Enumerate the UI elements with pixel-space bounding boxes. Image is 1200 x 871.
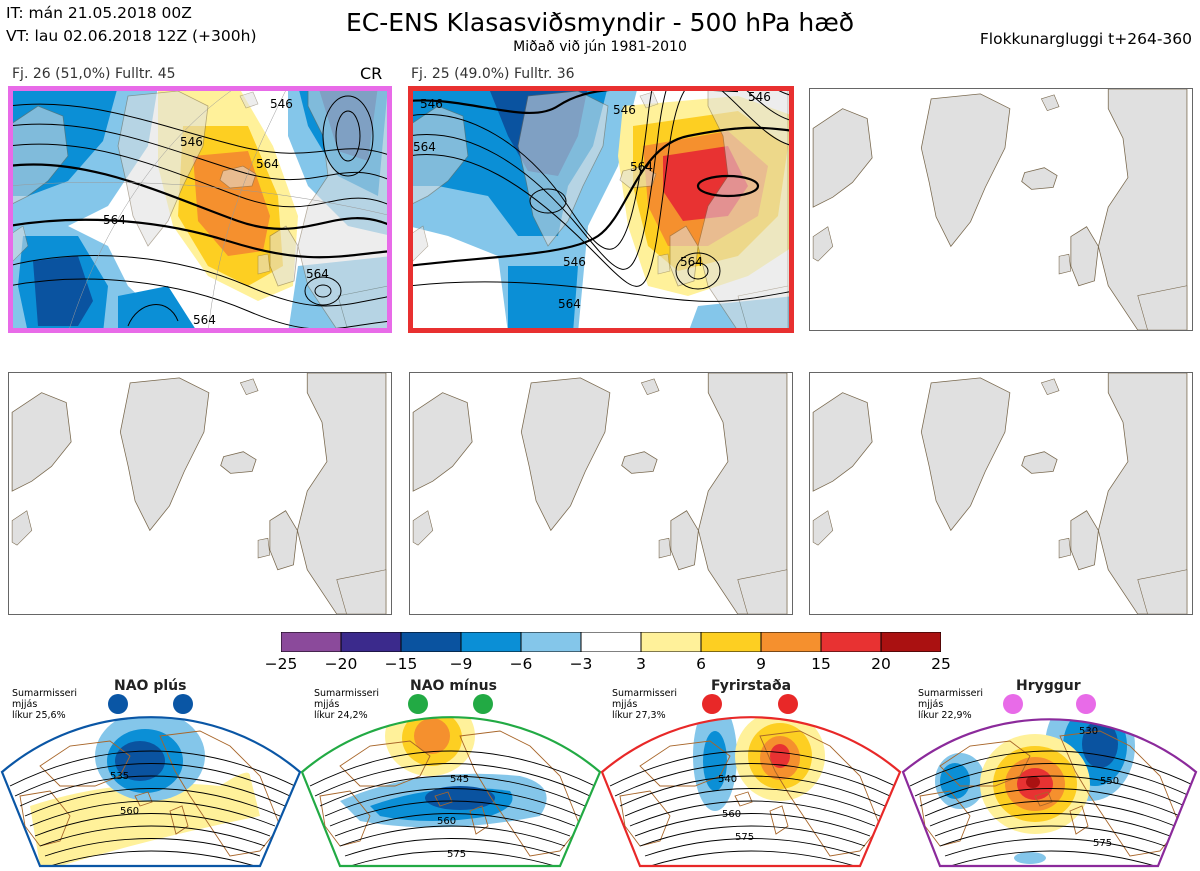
regime-2-contour-label: 560 bbox=[437, 816, 456, 827]
regime-2-smooth: mjjás bbox=[314, 699, 340, 710]
cluster-2-contour-label: 564 bbox=[680, 255, 703, 269]
valid-time: VT: lau 02.06.2018 12Z (+300h) bbox=[6, 27, 257, 45]
regime-3-probability: líkur 27,3% bbox=[612, 710, 666, 721]
regime-1-dot bbox=[173, 694, 193, 714]
regime-4-dot bbox=[1003, 694, 1023, 714]
regime-1-dot bbox=[108, 694, 128, 714]
colorbar-tick: −3 bbox=[569, 655, 593, 673]
page-subtitle: Miðað við jún 1981-2010 bbox=[513, 39, 687, 55]
cluster-2-contour-label: 546 bbox=[613, 103, 636, 117]
regime-2-frame bbox=[300, 716, 602, 868]
colorbar-swatch bbox=[520, 632, 582, 652]
regime-3-dot bbox=[702, 694, 722, 714]
cluster-2-contour-label: 546 bbox=[420, 97, 443, 111]
init-time: IT: mán 21.05.2018 00Z bbox=[6, 4, 192, 22]
classification-window: Flokkunargluggi t+264-360 bbox=[979, 30, 1192, 48]
cluster-1-contour-label: 564 bbox=[193, 313, 216, 327]
colorbar-tick: 9 bbox=[756, 655, 766, 673]
colorbar-tick: 3 bbox=[636, 655, 646, 673]
cluster-1-frame bbox=[8, 86, 392, 333]
cluster-1-contour-label: 546 bbox=[180, 135, 203, 149]
regime-1-season: Sumarmisseri bbox=[12, 688, 78, 699]
colorbar-swatch bbox=[340, 632, 402, 652]
colorbar-tick: −20 bbox=[324, 655, 358, 673]
regime-2-probability: líkur 24,2% bbox=[314, 710, 368, 721]
colorbar-tick: 25 bbox=[931, 655, 951, 673]
colorbar-tick: 15 bbox=[811, 655, 831, 673]
regime-4-smooth: mjjás bbox=[918, 699, 944, 710]
colorbar-swatch bbox=[640, 632, 702, 652]
regime-2-contour-label: 575 bbox=[447, 849, 466, 860]
colorbar-swatch bbox=[400, 632, 462, 652]
empty-map-panel bbox=[409, 372, 793, 615]
regime-4-contour-label: 530 bbox=[1079, 726, 1098, 737]
cluster-2-contour-label: 546 bbox=[748, 90, 771, 104]
cluster-1-contour-label: 564 bbox=[306, 267, 329, 281]
cluster-2-contour-label: 564 bbox=[558, 297, 581, 311]
colorbar-tick: 20 bbox=[871, 655, 891, 673]
cluster-2-frame bbox=[408, 86, 794, 333]
regime-3-info: Sumarmisseri mjjás líkur 27,3% bbox=[612, 688, 677, 721]
colorbar-swatch bbox=[760, 632, 822, 652]
regime-2-name: NAO mínus bbox=[410, 678, 497, 694]
regime-3-contour-label: 575 bbox=[735, 832, 754, 843]
regime-1-contour-label: 535 bbox=[110, 771, 129, 782]
regime-1-frame bbox=[0, 716, 302, 868]
regime-4-name: Hryggur bbox=[1016, 678, 1081, 694]
colorbar bbox=[281, 632, 941, 652]
regime-2-contour-label: 545 bbox=[450, 774, 469, 785]
cluster-2-label: Fj. 25 (49.0%) Fulltr. 36 bbox=[411, 66, 575, 82]
regime-4-dot bbox=[1076, 694, 1096, 714]
cluster-2-contour-label: 564 bbox=[413, 140, 436, 154]
colorbar-swatch bbox=[820, 632, 882, 652]
regime-4-probability: líkur 22,9% bbox=[918, 710, 972, 721]
colorbar-tick: −9 bbox=[449, 655, 473, 673]
regime-4-contour-label: 550 bbox=[1100, 776, 1119, 787]
colorbar-tick: 6 bbox=[696, 655, 706, 673]
cluster-1-contour-label: 546 bbox=[270, 97, 293, 111]
cluster-2-map: 546 564 546 564 546 564 546 564 bbox=[408, 86, 794, 333]
regime-3-name: Fyrirstaða bbox=[711, 678, 792, 694]
regime-maps: 535 560 545 560 575 540 560 575 bbox=[0, 694, 1198, 868]
regime-3-smooth: mjjás bbox=[612, 699, 638, 710]
colorbar-tick: −15 bbox=[384, 655, 418, 673]
colorbar-swatch bbox=[460, 632, 522, 652]
regime-4-info: Sumarmisseri mjjás líkur 22,9% bbox=[918, 688, 983, 721]
cluster-1-map: 546 564 564 546 564 564 bbox=[8, 86, 392, 333]
regime-1-info: Sumarmisseri mjjás líkur 25,6% bbox=[12, 688, 77, 721]
regime-2-info: Sumarmisseri mjjás líkur 24,2% bbox=[314, 688, 379, 721]
cluster-2-contour-label: 546 bbox=[563, 255, 586, 269]
cluster-1-label: Fj. 26 (51,0%) Fulltr. 45 bbox=[12, 66, 176, 82]
regime-1-contour-label: 560 bbox=[120, 806, 139, 817]
regime-4-frame bbox=[901, 718, 1198, 868]
regime-4-season: Sumarmisseri bbox=[918, 688, 984, 699]
empty-map-panel bbox=[809, 88, 1193, 331]
regime-3-frame bbox=[600, 716, 902, 868]
regime-3-dot bbox=[778, 694, 798, 714]
empty-map-panel bbox=[809, 372, 1193, 615]
colorbar-tick: −6 bbox=[509, 655, 533, 673]
colorbar-swatch bbox=[281, 632, 342, 652]
colorbar-swatch bbox=[880, 632, 941, 652]
colorbar-tick: −25 bbox=[264, 655, 298, 673]
regime-3-contour-label: 560 bbox=[722, 809, 741, 820]
regime-2-dot bbox=[408, 694, 428, 714]
colorbar-swatch bbox=[580, 632, 642, 652]
regime-1-name: NAO plús bbox=[114, 678, 187, 694]
cluster-1-tag: CR bbox=[360, 64, 383, 83]
regime-3-contour-label: 540 bbox=[718, 774, 737, 785]
cluster-2-contour-label: 564 bbox=[630, 160, 653, 174]
cluster-1-contour-label: 564 bbox=[103, 213, 126, 227]
colorbar-swatch bbox=[700, 632, 762, 652]
regime-1-probability: líkur 25,6% bbox=[12, 710, 66, 721]
regime-2-season: Sumarmisseri bbox=[314, 688, 380, 699]
regime-4-contour-label: 575 bbox=[1093, 838, 1112, 849]
page-title: EC-ENS Klasasviðsmyndir - 500 hPa hæð bbox=[345, 8, 855, 37]
regime-1-smooth: mjjás bbox=[12, 699, 38, 710]
regime-2-dot bbox=[473, 694, 493, 714]
cluster-1-contour-label: 564 bbox=[256, 157, 279, 171]
empty-map-panel bbox=[8, 372, 392, 615]
regime-3-season: Sumarmisseri bbox=[612, 688, 678, 699]
